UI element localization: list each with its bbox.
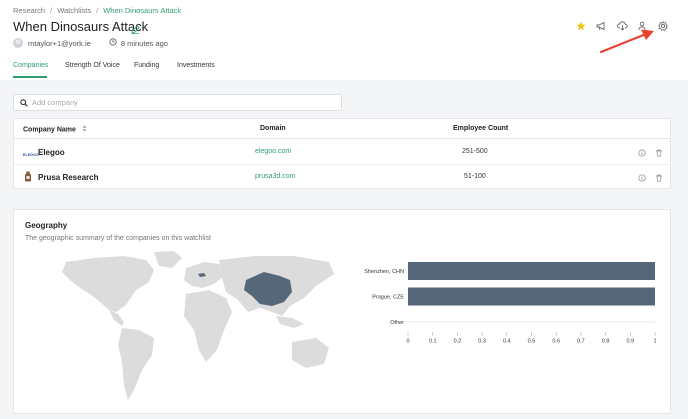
watchlist-meta: M mtaylor+1@york.ie 8 minutes ago: [13, 37, 168, 49]
cloud-download-icon[interactable]: [616, 20, 628, 32]
map-africa: [184, 290, 232, 362]
page-title: When Dinosaurs Attack: [13, 19, 149, 34]
info-icon[interactable]: [637, 148, 647, 158]
user-add-icon[interactable]: [636, 20, 648, 32]
table-row[interactable]: ELEGOO Elegoo elegoo.com 251-500: [14, 140, 670, 165]
geography-bar-chart: Shenzhen, CHN Prague, CZE Other 0 0.1 0.2 0.3…: [364, 262, 657, 345]
map-central-america: [109, 310, 124, 326]
bar-label-other: Other: [390, 320, 404, 326]
table-header: Company Name Domain Employee Count: [14, 119, 670, 139]
map-china: [244, 272, 292, 306]
trash-icon[interactable]: [654, 173, 664, 183]
avatar: M: [13, 38, 23, 48]
companies-table: Company Name Domain Employee Count ELEGO…: [13, 118, 671, 189]
company-domain-link[interactable]: elegoo.com: [255, 148, 292, 155]
x-tick-label: 0.2: [454, 339, 462, 345]
red-arrow-annotation: [599, 29, 654, 54]
map-australia: [292, 338, 329, 368]
employee-count: 51-100: [464, 173, 486, 180]
column-employee-count: Employee Count: [453, 125, 509, 132]
add-company-search: [13, 94, 342, 111]
world-map[interactable]: [54, 250, 339, 410]
breadcrumb-watchlists[interactable]: Watchlists: [57, 6, 92, 15]
megaphone-icon[interactable]: [595, 20, 607, 32]
table-row[interactable]: Prusa Research prusa3d.com 51-100: [14, 165, 670, 190]
bar-label-prague-cze: Prague, CZE: [372, 295, 404, 301]
geography-title: Geography: [25, 221, 68, 230]
tab-companies[interactable]: Companies: [13, 62, 49, 69]
breadcrumb-research[interactable]: Research: [13, 6, 46, 15]
company-domain-link[interactable]: prusa3d.com: [255, 173, 296, 180]
sort-icon[interactable]: [82, 125, 87, 134]
x-tick-label: 0: [406, 339, 409, 345]
info-icon[interactable]: [637, 173, 647, 183]
geography-panel: Geography The geographic summary of the …: [13, 209, 671, 414]
search-icon: [20, 94, 28, 112]
trash-icon[interactable]: [654, 148, 664, 158]
column-domain: Domain: [260, 125, 286, 132]
prusa-logo: [24, 171, 32, 184]
breadcrumb: Research / Watchlists / When Dinosaurs Attac…: [13, 6, 182, 15]
x-tick-label: 0.1: [429, 339, 437, 345]
elegoo-logo: ELEGOO: [23, 153, 40, 157]
x-tick-label: 0.3: [478, 339, 486, 345]
header-actions: [575, 20, 675, 34]
star-icon[interactable]: [575, 20, 587, 32]
map-greenland: [154, 251, 182, 268]
map-czechia: [198, 273, 206, 277]
page-header: Research / Watchlists / When Dinosaurs Attac…: [0, 0, 688, 80]
geography-subtitle: The geographic summary of the companies …: [25, 235, 211, 242]
x-tick-label: 0.7: [577, 339, 585, 345]
breadcrumb-current: When Dinosaurs Attack: [103, 6, 182, 15]
map-south-america: [118, 328, 154, 400]
map-se-asia: [276, 316, 304, 328]
x-tick-label: 1: [653, 339, 656, 345]
add-company-input[interactable]: [32, 98, 322, 107]
x-tick-label: 0.5: [528, 339, 536, 345]
tab-funding[interactable]: Funding: [134, 62, 160, 69]
map-north-america: [62, 256, 154, 312]
x-tick-label: 0.8: [602, 339, 610, 345]
owner-email: mtaylor+1@york.ie: [28, 38, 91, 48]
tab-strength-of-voice[interactable]: Strength Of Voice: [65, 62, 120, 69]
column-company-name[interactable]: Company Name: [23, 125, 87, 134]
x-tick-label: 0.9: [626, 339, 634, 345]
bar-prague-cze[interactable]: [408, 287, 655, 306]
updated-time: 8 minutes ago: [120, 38, 168, 48]
bar-shenzhen-chn[interactable]: [408, 262, 655, 280]
gear-icon[interactable]: [657, 20, 669, 32]
active-tab-indicator: [13, 76, 47, 78]
company-name[interactable]: Prusa Research: [38, 173, 99, 182]
pencil-icon[interactable]: [131, 21, 140, 39]
company-name[interactable]: Elegoo: [38, 148, 65, 157]
x-tick-label: 0.6: [552, 339, 560, 345]
employee-count: 251-500: [462, 148, 488, 155]
tab-investments[interactable]: Investments: [177, 62, 215, 69]
clock-icon: [109, 38, 117, 48]
x-tick-label: 0.4: [503, 339, 511, 345]
bar-label-shenzhen-chn: Shenzhen, CHN: [364, 269, 404, 275]
